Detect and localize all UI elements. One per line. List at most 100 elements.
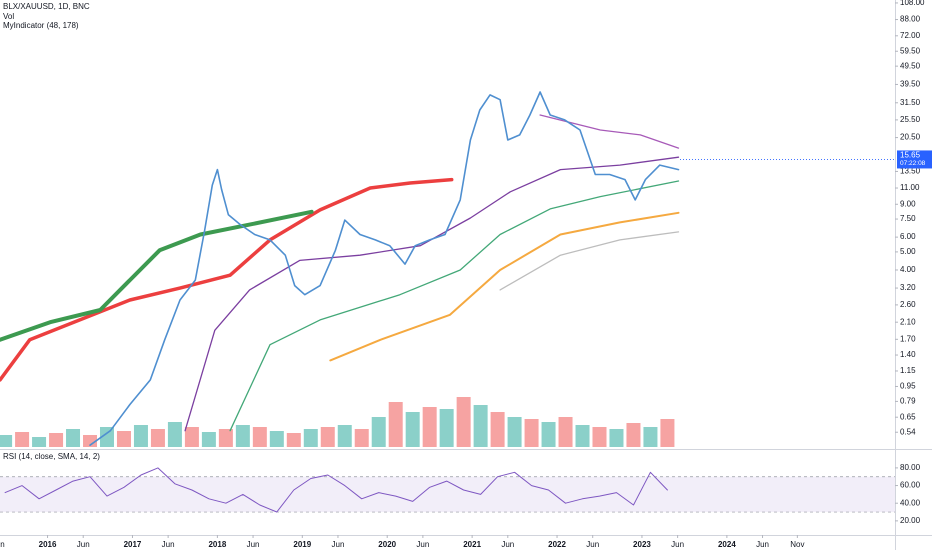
x-tick-label: Jun	[247, 540, 260, 549]
symbol-title: BLX/XAUUSD, 1D, BNC	[3, 2, 90, 11]
y-tick-label: 3.20	[900, 283, 916, 292]
last-price: 15.65	[900, 151, 921, 160]
volume-bar	[626, 423, 641, 447]
main-pane	[0, 91, 680, 447]
x-tick-label: Jun	[0, 540, 5, 549]
indicator-title: MyIndicator (48, 178)	[3, 21, 79, 30]
volume-bar	[371, 417, 386, 447]
x-tick-label: 2018	[208, 540, 226, 549]
y-tick-label: 13.50	[900, 167, 921, 176]
series-line	[499, 231, 680, 291]
rsi-band	[0, 476, 895, 513]
y-tick-label: 80.00	[900, 463, 921, 472]
y-tick-label: 31.50	[900, 98, 921, 107]
volume-bar	[269, 431, 284, 447]
volume-bar	[303, 429, 318, 447]
volume-bar	[439, 409, 454, 447]
y-tick-label: 0.79	[900, 397, 916, 406]
series-line	[0, 177, 454, 382]
volume-bar	[99, 427, 114, 447]
y-tick-label: 20.00	[900, 516, 921, 525]
volume-bar	[150, 429, 165, 447]
series-line	[229, 180, 680, 432]
y-tick-label: 6.00	[900, 232, 916, 241]
y-tick-label: 2.60	[900, 300, 916, 309]
volume-bar	[473, 405, 488, 447]
y-tick-label: 40.00	[900, 498, 921, 507]
series-line	[89, 91, 680, 446]
volume-title: Vol	[3, 12, 14, 21]
y-tick-label: 20.50	[900, 133, 921, 142]
x-tick-label: 2020	[378, 540, 396, 549]
x-tick-label: 2019	[293, 540, 311, 549]
y-tick-label: 0.95	[900, 382, 916, 391]
volume-bar	[524, 419, 539, 447]
volume-bar	[49, 433, 64, 447]
x-tick-label: Jun	[756, 540, 769, 549]
y-tick-label: 2.10	[900, 317, 916, 326]
y-tick-label: 72.00	[900, 31, 921, 40]
volume-bar	[507, 417, 522, 447]
volume-bar	[388, 402, 403, 447]
x-tick-label: 2016	[39, 540, 57, 549]
volume-bar	[0, 435, 13, 447]
volume-bar	[592, 427, 607, 447]
volume-bar	[235, 425, 250, 447]
x-tick-label: Jun	[501, 540, 514, 549]
volume-bar	[320, 427, 335, 447]
volume-bar	[405, 412, 420, 447]
x-tick-label: Jun	[77, 540, 90, 549]
last-price-box	[897, 150, 932, 169]
rsi-title: RSI (14, close, SMA, 14, 2)	[3, 452, 100, 461]
y-tick-label: 0.54	[900, 427, 916, 436]
series-line	[4, 467, 668, 513]
y-tick-label: 1.70	[900, 334, 916, 343]
volume-bar	[133, 425, 148, 447]
y-tick-label: 5.00	[900, 247, 916, 256]
series-line	[184, 156, 680, 432]
y-tick-label: 88.00	[900, 15, 921, 24]
x-tick-label: 2021	[463, 540, 481, 549]
y-tick-label: 39.50	[900, 80, 921, 89]
volume-bar	[575, 425, 590, 447]
x-tick-label: 2022	[548, 540, 566, 549]
volume-bar	[660, 419, 675, 447]
volume-bar	[201, 432, 216, 447]
x-tick-label: Jun	[416, 540, 429, 549]
x-tick-label: Jun	[332, 540, 345, 549]
volume-bar	[558, 417, 573, 447]
rsi-pane	[0, 467, 895, 513]
volume-bar	[116, 431, 131, 447]
volume-bar	[83, 435, 98, 447]
y-tick-label: 59.50	[900, 46, 921, 55]
volume-bar	[32, 437, 47, 447]
y-tick-label: 9.00	[900, 199, 916, 208]
volume-bar	[286, 433, 301, 447]
y-tick-label: 1.15	[900, 366, 916, 375]
y-tick-label: 60.00	[900, 481, 921, 490]
y-tick-label: 11.00	[900, 183, 920, 192]
volume-bar	[456, 397, 471, 447]
series-line	[329, 211, 680, 362]
volume-bar	[184, 427, 199, 447]
x-tick-label: 2017	[124, 540, 142, 549]
y-tick-label: 1.40	[900, 350, 916, 359]
x-tick-label: 2024	[718, 540, 736, 549]
volume-bar	[15, 432, 30, 447]
x-tick-label: 2023	[633, 540, 651, 549]
x-tick-label: Jun	[671, 540, 684, 549]
volume-bar	[337, 425, 352, 447]
y-tick-label: 49.50	[900, 61, 921, 70]
x-tick-label: Jun	[586, 540, 599, 549]
volume-bar	[354, 429, 369, 447]
y-tick-label: 7.50	[900, 214, 916, 223]
volume-bar	[609, 429, 624, 447]
volume-bar	[643, 427, 658, 447]
volume-bar	[218, 429, 233, 447]
volume-bar	[252, 427, 267, 447]
volume-bar	[422, 407, 437, 447]
series-line	[539, 114, 680, 149]
